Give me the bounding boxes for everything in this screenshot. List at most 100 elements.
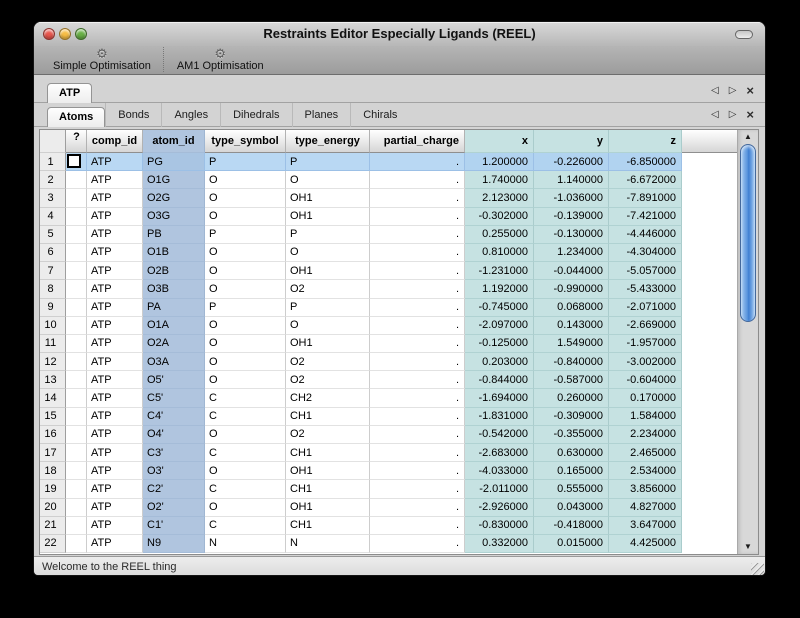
select-cell[interactable] [66, 371, 87, 390]
table-row[interactable]: 17 ATP C3' C CH1. -2.683000 0.630000 2.465000 [40, 444, 737, 463]
x-cell[interactable]: -2.097000 [465, 316, 534, 335]
type-symbol-cell[interactable]: P [205, 298, 286, 317]
atom-id-cell[interactable]: O3A [143, 353, 205, 372]
partial-charge-cell[interactable]: . [370, 462, 465, 481]
partial-charge-cell[interactable]: . [370, 225, 465, 244]
type-energy-cell[interactable]: O2 [286, 425, 370, 444]
type-symbol-cell[interactable]: O [205, 316, 286, 335]
section-tab-nav-left-icon[interactable]: ◁ [711, 108, 719, 120]
type-symbol-cell[interactable]: O [205, 207, 286, 226]
select-cell[interactable] [66, 480, 87, 499]
comp-id-cell[interactable]: ATP [87, 407, 143, 426]
table-row[interactable]: 14 ATP C5' C CH2. -1.694000 0.260000 0.170000 [40, 389, 737, 408]
x-cell[interactable]: -0.830000 [465, 516, 534, 535]
z-cell[interactable]: -6.850000 [609, 153, 682, 172]
type-energy-cell[interactable]: OH1 [286, 189, 370, 208]
partial-charge-cell[interactable]: . [370, 316, 465, 335]
type-symbol-cell[interactable]: O [205, 171, 286, 190]
comp-id-cell[interactable]: ATP [87, 207, 143, 226]
vertical-scrollbar[interactable]: ▲ ▼ [737, 130, 758, 554]
comp-id-cell[interactable]: ATP [87, 516, 143, 535]
x-cell[interactable]: -1.231000 [465, 262, 534, 281]
x-cell[interactable]: -2.683000 [465, 444, 534, 463]
atom-id-cell[interactable]: C2' [143, 480, 205, 499]
select-cell[interactable] [66, 353, 87, 372]
table-row[interactable]: 3 ATP O2G O OH1. 2.123000 -1.036000 -7.891000 [40, 189, 737, 208]
type-energy-cell[interactable]: OH1 [286, 207, 370, 226]
x-cell[interactable]: 0.332000 [465, 534, 534, 554]
comp-id-cell[interactable]: ATP [87, 316, 143, 335]
partial-charge-cell[interactable]: . [370, 243, 465, 263]
partial-charge-cell[interactable]: . [370, 353, 465, 372]
minimize-window-icon[interactable] [59, 28, 71, 40]
type-energy-cell[interactable]: OH1 [286, 498, 370, 517]
x-cell[interactable]: -1.831000 [465, 407, 534, 426]
table-row[interactable]: 20 ATP O2' O OH1. -2.926000 0.043000 4.827000 [40, 498, 737, 517]
toolbar-button-simple-optimisation[interactable]: ⚙ Simple Optimisation [44, 46, 160, 72]
select-cell[interactable] [66, 316, 87, 335]
atom-id-cell[interactable]: C4' [143, 407, 205, 426]
atom-id-cell[interactable]: O1G [143, 171, 205, 190]
z-cell[interactable]: -2.071000 [609, 298, 682, 317]
type-symbol-cell[interactable]: C [205, 389, 286, 408]
column-header-type-symbol[interactable]: type_symbol [205, 130, 286, 153]
select-cell[interactable] [66, 334, 87, 354]
atom-id-cell[interactable]: O2A [143, 334, 205, 354]
y-cell[interactable]: -0.840000 [534, 353, 609, 372]
tab-dihedrals[interactable]: Dihedrals [220, 103, 291, 127]
column-header-type-energy[interactable]: type_energy [286, 130, 370, 153]
scroll-down-icon[interactable]: ▼ [744, 542, 752, 551]
x-cell[interactable]: 0.255000 [465, 225, 534, 244]
type-energy-cell[interactable]: CH1 [286, 407, 370, 426]
select-cell[interactable] [66, 389, 87, 408]
type-energy-cell[interactable]: CH1 [286, 444, 370, 463]
table-row[interactable]: 1 ATP PG P P. 1.200000 -0.226000 -6.850000 [40, 153, 737, 172]
type-symbol-cell[interactable]: C [205, 407, 286, 426]
x-cell[interactable]: -0.302000 [465, 207, 534, 226]
comp-id-cell[interactable]: ATP [87, 462, 143, 481]
tab-atoms[interactable]: Atoms [47, 107, 106, 127]
type-energy-cell[interactable]: O [286, 243, 370, 263]
y-cell[interactable]: -0.587000 [534, 371, 609, 390]
partial-charge-cell[interactable]: . [370, 262, 465, 281]
y-cell[interactable]: 0.555000 [534, 480, 609, 499]
atom-id-cell[interactable]: C3' [143, 444, 205, 463]
select-cell[interactable] [66, 534, 87, 554]
column-header-comp-id[interactable]: comp_id [87, 130, 143, 153]
comp-id-cell[interactable]: ATP [87, 334, 143, 354]
type-symbol-cell[interactable]: P [205, 225, 286, 244]
section-tab-nav-right-icon[interactable]: ▷ [728, 108, 737, 120]
y-cell[interactable]: -0.309000 [534, 407, 609, 426]
atom-id-cell[interactable]: PA [143, 298, 205, 317]
type-symbol-cell[interactable]: O [205, 498, 286, 517]
z-cell[interactable]: 2.465000 [609, 444, 682, 463]
comp-id-cell[interactable]: ATP [87, 243, 143, 263]
type-energy-cell[interactable]: O2 [286, 371, 370, 390]
x-cell[interactable]: -0.125000 [465, 334, 534, 354]
z-cell[interactable]: -5.057000 [609, 262, 682, 281]
z-cell[interactable]: -3.002000 [609, 353, 682, 372]
partial-charge-cell[interactable]: . [370, 425, 465, 444]
type-energy-cell[interactable]: CH1 [286, 480, 370, 499]
x-cell[interactable]: -0.542000 [465, 425, 534, 444]
x-cell[interactable]: 1.192000 [465, 280, 534, 299]
tab-planes[interactable]: Planes [291, 103, 351, 127]
close-window-icon[interactable] [43, 28, 55, 40]
y-cell[interactable]: -0.355000 [534, 425, 609, 444]
atom-id-cell[interactable]: O1B [143, 243, 205, 263]
type-symbol-cell[interactable]: C [205, 444, 286, 463]
x-cell[interactable]: -2.011000 [465, 480, 534, 499]
y-cell[interactable]: 0.260000 [534, 389, 609, 408]
table-row[interactable]: 18 ATP O3' O OH1. -4.033000 0.165000 2.534000 [40, 462, 737, 481]
y-cell[interactable]: -0.990000 [534, 280, 609, 299]
atom-id-cell[interactable]: O3B [143, 280, 205, 299]
z-cell[interactable]: 2.234000 [609, 425, 682, 444]
partial-charge-cell[interactable]: . [370, 389, 465, 408]
select-cell[interactable] [66, 189, 87, 208]
section-tab-close-icon[interactable]: × [746, 107, 754, 122]
table-row[interactable]: 8 ATP O3B O O2. 1.192000 -0.990000 -5.433000 [40, 280, 737, 299]
partial-charge-cell[interactable]: . [370, 498, 465, 517]
table-row[interactable]: 9 ATP PA P P. -0.745000 0.068000 -2.071000 [40, 298, 737, 317]
table-row[interactable]: 5 ATP PB P P. 0.255000 -0.130000 -4.446000 [40, 225, 737, 244]
partial-charge-cell[interactable]: . [370, 298, 465, 317]
